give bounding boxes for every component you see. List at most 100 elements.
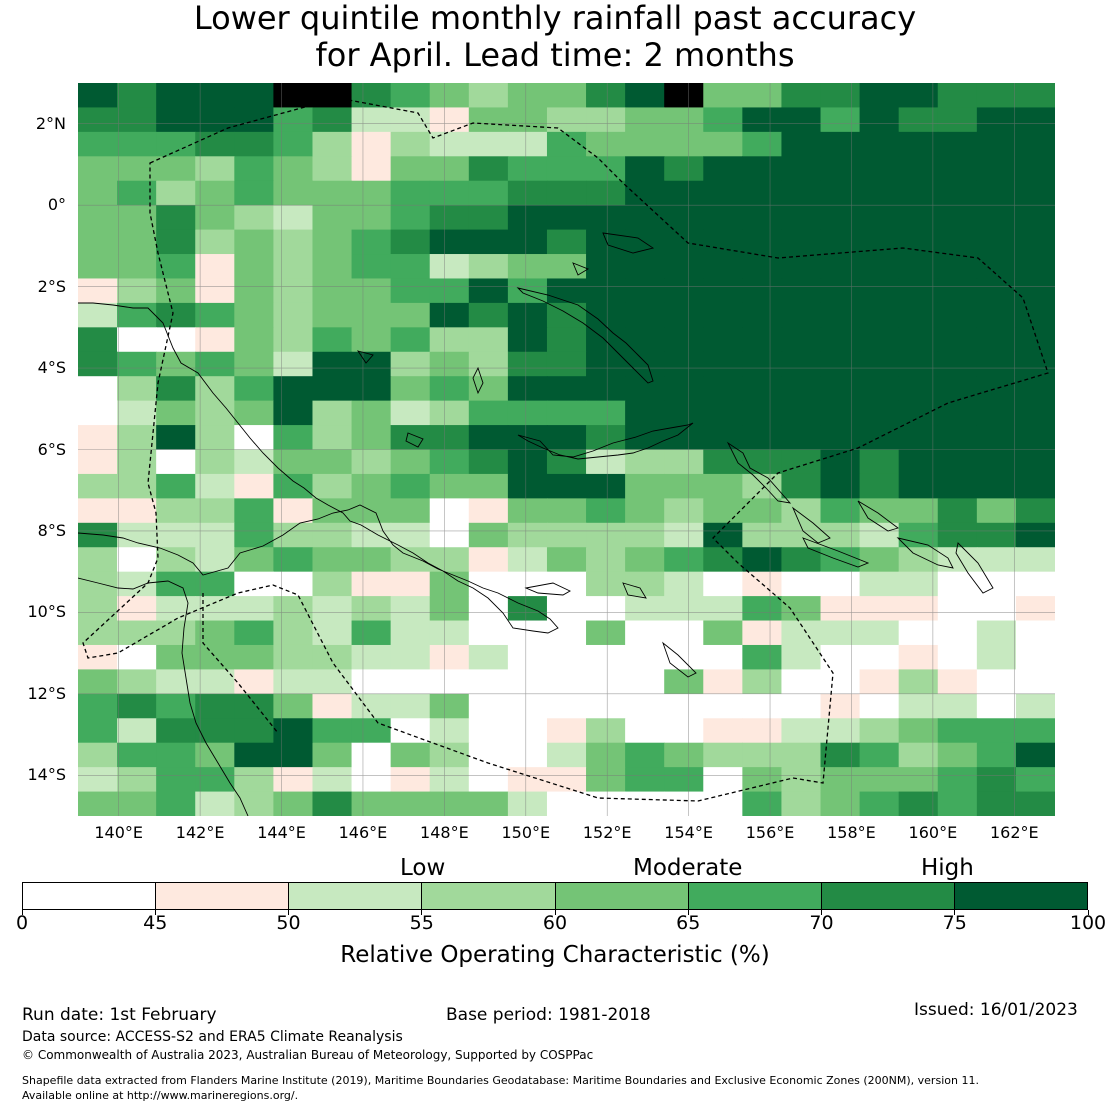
grid-cell: [429, 302, 470, 328]
grid-cell: [468, 83, 509, 109]
grid-cell: [1015, 767, 1055, 793]
grid-cell: [468, 400, 509, 426]
grid-cell: [351, 571, 392, 597]
grid-cell: [78, 644, 118, 670]
grid-cell: [937, 107, 978, 133]
grid-cell: [1015, 693, 1055, 719]
grid-cell: [859, 205, 900, 231]
grid-cell: [507, 400, 548, 426]
grid-cell: [781, 571, 822, 597]
grid-cell: [859, 107, 900, 133]
grid-cell: [546, 547, 587, 573]
grid-cell: [859, 302, 900, 328]
grid-cell: [351, 131, 392, 157]
grid-cell: [312, 156, 353, 182]
grid-cell: [937, 718, 978, 744]
grid-cell: [820, 376, 861, 402]
grid-cell: [468, 278, 509, 304]
grid-cell: [507, 107, 548, 133]
grid-cell: [273, 327, 314, 353]
grid-cell: [273, 278, 314, 304]
grid-cell: [859, 498, 900, 524]
grid-cell: [234, 107, 274, 133]
grid-cell: [429, 156, 470, 182]
grid-cell: [390, 302, 431, 328]
grid-cell: [429, 791, 470, 816]
grid-cell: [117, 693, 157, 719]
grid-cell: [546, 205, 587, 231]
grid-cell: [703, 473, 743, 499]
grid-cell: [898, 425, 939, 451]
grid-cell: [273, 449, 314, 475]
grid-cell: [390, 180, 431, 206]
grid-cell: [820, 669, 861, 695]
grid-cell: [78, 131, 118, 157]
grid-cell: [78, 400, 118, 426]
grid-cell: [898, 498, 939, 524]
colorbar-tick-label: 55: [409, 912, 434, 934]
grid-cell: [507, 376, 548, 402]
grid-cell: [429, 180, 470, 206]
colorbar-tick-label: 75: [942, 912, 967, 934]
grid-cell: [273, 254, 314, 280]
grid-cell: [195, 620, 235, 646]
grid-cell: [195, 522, 235, 548]
grid-cell: [586, 180, 626, 206]
grid-cell: [78, 718, 118, 744]
grid-cell: [781, 107, 822, 133]
grid-cell: [234, 522, 274, 548]
grid-cell: [703, 522, 743, 548]
grid-cell: [781, 693, 822, 719]
grid-cell: [937, 351, 978, 377]
grid-cell: [312, 693, 353, 719]
grid-cell: [351, 669, 392, 695]
grid-cell: [625, 571, 665, 597]
grid-cell: [625, 596, 665, 622]
grid-cell: [546, 791, 587, 816]
grid-cell: [117, 449, 157, 475]
grid-cell: [234, 327, 274, 353]
grid-cell: [507, 229, 548, 255]
grid-cell: [781, 180, 822, 206]
grid-cell: [117, 351, 157, 377]
grid-cell: [546, 327, 587, 353]
grid-cell: [898, 107, 939, 133]
colorbar-tick-label: 45: [143, 912, 168, 934]
grid-cell: [937, 400, 978, 426]
grid-cell: [976, 376, 1017, 402]
grid-cell: [351, 449, 392, 475]
grid-cell: [742, 107, 783, 133]
grid-cell: [703, 644, 743, 670]
grid-cell: [351, 742, 392, 768]
grid-cell: [625, 83, 665, 109]
grid-cell: [976, 596, 1017, 622]
grid-cell: [351, 180, 392, 206]
grid-cell: [195, 767, 235, 793]
grid-cell: [312, 718, 353, 744]
grid-cell: [859, 449, 900, 475]
grid-cell: [273, 425, 314, 451]
grid-cell: [156, 83, 196, 109]
grid-cell: [273, 693, 314, 719]
grid-cell: [507, 131, 548, 157]
data-source: Data source: ACCESS-S2 and ERA5 Climate …: [22, 1029, 403, 1045]
grid-cell: [78, 107, 118, 133]
grid-cell: [820, 620, 861, 646]
grid-cell: [898, 180, 939, 206]
grid-cell: [625, 449, 665, 475]
grid-cell: [781, 425, 822, 451]
grid-cell: [586, 547, 626, 573]
grid-cell: [703, 254, 743, 280]
grid-cell: [664, 180, 704, 206]
grid-cell: [586, 791, 626, 816]
grid-cell: [781, 229, 822, 255]
grid-cell: [664, 302, 704, 328]
grid-cell: [1015, 156, 1055, 182]
grid-cell: [390, 571, 431, 597]
colorbar-tick-mark: [687, 910, 689, 915]
grid-cell: [117, 254, 157, 280]
grid-cell: [507, 351, 548, 377]
grid-cell: [898, 302, 939, 328]
grid-cell: [664, 791, 704, 816]
grid-cell: [664, 718, 704, 744]
